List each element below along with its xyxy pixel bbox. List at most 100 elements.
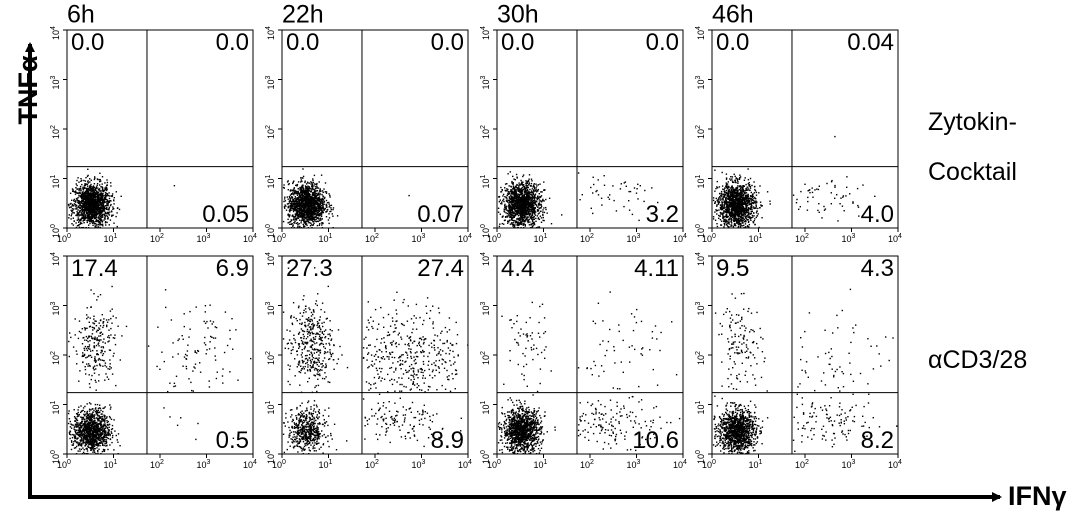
event-dot	[312, 206, 315, 209]
event-dot	[619, 188, 622, 190]
event-dot	[533, 196, 535, 198]
event-dot	[90, 200, 92, 202]
event-dot	[535, 211, 537, 213]
event-dot	[715, 197, 717, 200]
event-dot	[313, 222, 315, 224]
event-dot	[628, 209, 631, 211]
event-dot	[539, 207, 542, 209]
event-dot	[509, 198, 512, 200]
event-dot	[76, 179, 78, 182]
event-dot	[95, 211, 98, 214]
x-tick-label: 103	[197, 233, 211, 244]
event-dot	[80, 208, 83, 211]
event-dot	[91, 189, 93, 191]
event-dot	[305, 206, 307, 209]
event-dot	[524, 214, 526, 217]
event-dot	[750, 205, 752, 207]
x-tick-label: 100	[272, 233, 286, 244]
event-dot	[521, 184, 524, 186]
event-dot	[307, 213, 310, 215]
event-dot	[316, 182, 318, 185]
event-dot	[317, 203, 320, 205]
event-dot	[597, 179, 599, 181]
event-dot	[298, 216, 300, 218]
event-dot	[302, 177, 304, 179]
event-dot	[523, 219, 525, 221]
event-dot	[312, 192, 315, 195]
event-dot	[633, 187, 636, 189]
event-dot	[509, 223, 512, 225]
event-dot	[514, 220, 516, 222]
event-dot	[321, 204, 323, 207]
event-dot	[518, 210, 521, 212]
x-tick-label: 104	[243, 233, 257, 244]
event-dot	[502, 199, 504, 202]
event-dot	[294, 216, 296, 218]
event-dot	[74, 190, 77, 192]
event-dot	[508, 202, 510, 204]
event-dot	[726, 210, 728, 213]
event-dot	[299, 225, 301, 228]
event-dot	[305, 217, 307, 219]
event-dot	[285, 205, 287, 207]
event-dot	[498, 195, 501, 198]
event-dot	[304, 191, 306, 193]
event-dot	[84, 215, 86, 217]
y-tick-label: 103	[480, 75, 491, 89]
event-dot	[86, 201, 89, 203]
event-dot	[295, 210, 297, 212]
event-dot	[89, 222, 91, 225]
event-dot	[70, 218, 72, 220]
event-dot	[83, 203, 86, 205]
event-dot	[318, 192, 320, 194]
event-dot	[311, 189, 313, 191]
event-dot	[298, 200, 300, 203]
event-dot	[534, 189, 537, 191]
event-dot	[88, 202, 90, 204]
event-dot	[513, 204, 515, 206]
event-dot	[314, 197, 316, 200]
event-dot	[99, 210, 102, 212]
event-dot	[80, 196, 83, 198]
event-dot	[85, 192, 87, 195]
event-dot	[79, 202, 81, 204]
event-dot	[296, 185, 298, 187]
event-dot	[283, 200, 285, 203]
event-dot	[506, 209, 508, 211]
event-dot	[525, 212, 528, 215]
event-dot	[87, 216, 89, 218]
event-dot	[533, 221, 535, 223]
event-dot	[290, 206, 292, 208]
event-dot	[326, 206, 328, 208]
event-dot	[85, 183, 87, 185]
event-dot	[519, 221, 522, 223]
event-dot	[79, 223, 81, 225]
event-dot	[287, 198, 289, 200]
event-dot	[299, 212, 302, 215]
event-dot	[76, 210, 78, 213]
event-dot	[88, 211, 90, 213]
event-dot	[311, 204, 313, 206]
event-dot	[328, 206, 330, 208]
event-dot	[95, 218, 98, 221]
event-dot	[755, 194, 758, 196]
event-dot	[289, 197, 291, 199]
event-dot	[542, 209, 544, 211]
event-dot	[315, 220, 318, 223]
event-dot	[521, 207, 523, 209]
event-dot	[75, 222, 77, 224]
event-dot	[513, 220, 515, 222]
event-dot	[100, 197, 103, 200]
event-dot	[296, 217, 299, 219]
event-dot	[300, 181, 302, 183]
event-dot	[91, 216, 93, 219]
event-dot	[101, 183, 103, 185]
event-dot	[99, 215, 102, 218]
event-dot	[519, 223, 522, 225]
event-dot	[101, 196, 103, 199]
event-dot	[305, 210, 307, 212]
event-dot	[537, 203, 540, 205]
x-tick-label: 100	[487, 233, 501, 244]
event-dot	[76, 225, 79, 227]
event-dot	[305, 193, 308, 195]
